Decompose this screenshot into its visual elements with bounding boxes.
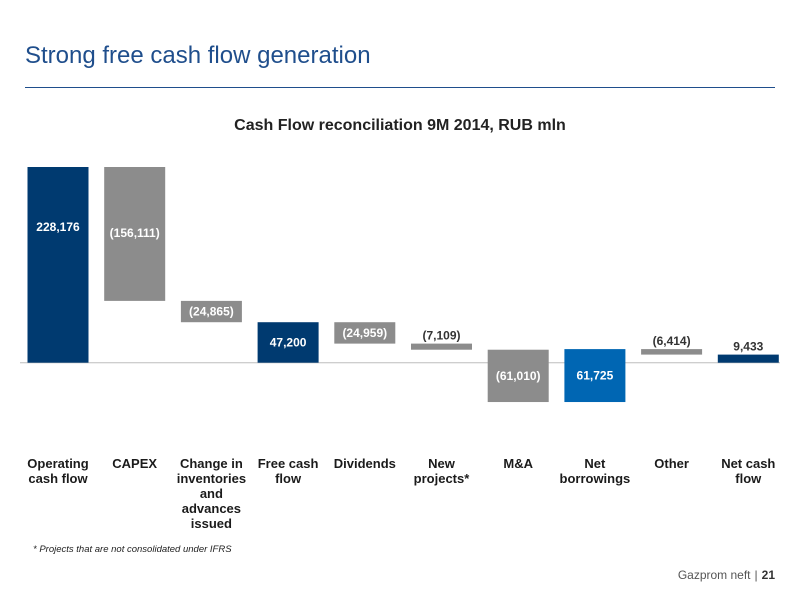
value-label-2: (156,111): [110, 226, 160, 240]
category-label-4: Free cash flow: [243, 456, 333, 486]
category-label-6: New projects*: [397, 456, 487, 486]
bar-1: [27, 167, 89, 363]
slide-title: Strong free cash flow generation: [25, 42, 371, 69]
bar-4: [257, 322, 319, 363]
category-label-line: Dividends: [333, 456, 396, 471]
category-label-8: Net borrowings: [550, 456, 640, 486]
category-label-line: advances: [181, 501, 242, 516]
value-label-10: 9,433: [733, 340, 763, 354]
value-label-8: 61,725: [577, 369, 614, 383]
category-label-10: Net cash flow: [703, 456, 793, 486]
category-label-7: M&A: [473, 456, 563, 471]
value-label-1: 228,176: [36, 220, 80, 234]
category-label-3: Change in inventories and advances issued: [166, 456, 256, 531]
footnote: * Projects that are not consolidated und…: [33, 544, 232, 555]
value-label-4: 47,200: [270, 335, 307, 349]
value-label-5: (24,959): [342, 326, 387, 340]
footer-separator: |: [754, 568, 758, 582]
category-label-line: Change in: [179, 456, 243, 471]
category-label-line: New: [428, 456, 455, 471]
bar-9: [641, 349, 703, 355]
category-label-line: cash flow: [28, 471, 88, 486]
category-label-line: borrowings: [559, 471, 631, 486]
value-label-6: (7,109): [422, 329, 460, 343]
bar-8: [564, 349, 626, 403]
value-label-9: (6,414): [653, 334, 691, 348]
category-label-line: M&A: [503, 456, 533, 471]
category-label-2: CAPEX: [90, 456, 180, 471]
footer-company: Gazprom neft: [677, 568, 751, 582]
category-label-line: CAPEX: [112, 456, 158, 471]
value-label-7: (61,010): [496, 369, 541, 383]
category-label-line: flow: [735, 471, 762, 486]
bar-6: [411, 343, 472, 350]
category-label-line: Net: [584, 456, 606, 471]
footer: Gazprom neft | 21: [678, 568, 775, 582]
category-label-line: Net cash: [721, 456, 776, 471]
title-divider: [25, 87, 775, 88]
chart-title: Cash Flow reconciliation 9M 2014, RUB ml…: [234, 117, 566, 134]
category-label-line: flow: [275, 471, 302, 486]
bar-5: [334, 322, 396, 344]
category-label-line: Free cash: [257, 456, 319, 471]
category-label-5: Dividends: [320, 456, 410, 471]
bar-7: [487, 349, 549, 403]
value-label-3: (24,865): [189, 305, 234, 319]
bar-2: [104, 167, 166, 301]
category-label-line: issued: [190, 516, 232, 531]
category-label-line: Other: [654, 456, 689, 471]
category-label-line: Operating: [27, 456, 89, 471]
page-number: 21: [761, 568, 775, 582]
bar-10: [717, 354, 779, 363]
category-label-line: and: [199, 486, 223, 501]
bar-3: [180, 300, 242, 323]
category-label-line: projects*: [413, 471, 470, 486]
category-label-1: Operating cash flow: [13, 456, 103, 486]
category-label-line: inventories: [176, 471, 247, 486]
category-label-9: Other: [627, 456, 717, 471]
